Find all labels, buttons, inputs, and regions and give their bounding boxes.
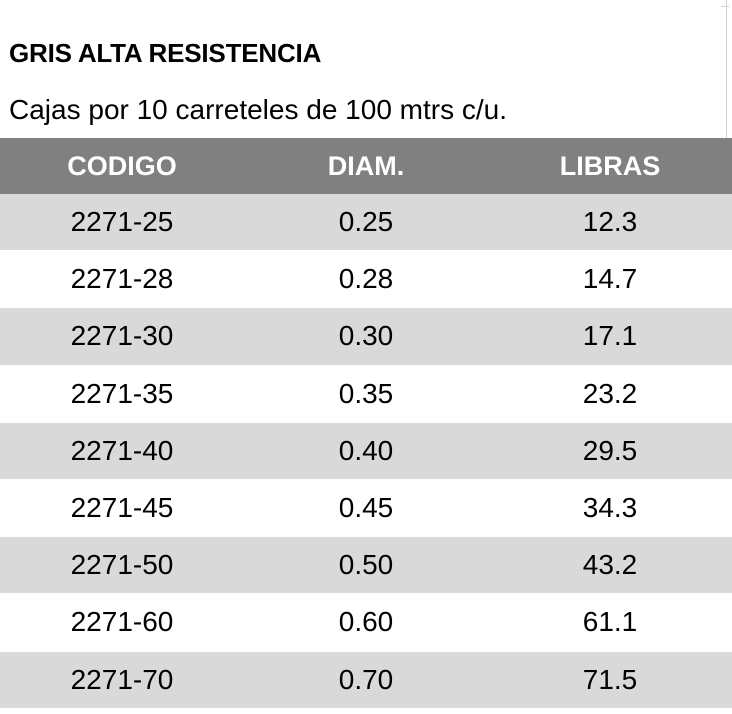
cell-diam: 0.50 xyxy=(338,549,394,581)
cell-codigo: 2271-40 xyxy=(70,434,174,466)
cell-libras: 71.5 xyxy=(582,663,638,695)
cell-codigo: 2271-25 xyxy=(70,206,174,238)
cell-diam: 0.45 xyxy=(338,492,394,524)
table-row: 2271-30 0.30 17.1 xyxy=(0,308,732,366)
header-libras: LIBRAS xyxy=(559,150,661,181)
cell-libras: 23.2 xyxy=(582,377,638,409)
page-title: GRIS ALTA RESISTENCIA xyxy=(9,38,322,68)
cell-diam: 0.35 xyxy=(338,377,394,409)
table-row: 2271-50 0.50 43.2 xyxy=(0,537,732,595)
cell-diam: 0.40 xyxy=(338,434,394,466)
corner-mark xyxy=(721,6,729,15)
table-row: 2271-60 0.60 61.1 xyxy=(0,594,732,652)
header-diam: DIAM. xyxy=(327,150,405,181)
cell-diam: 0.30 xyxy=(338,320,394,352)
table-row: 2271-35 0.35 23.2 xyxy=(0,365,732,423)
header-codigo: CODIGO xyxy=(67,150,177,181)
cell-codigo: 2271-45 xyxy=(70,492,174,524)
table-row: 2271-28 0.28 14.7 xyxy=(0,251,732,309)
cell-libras: 12.3 xyxy=(582,206,638,238)
cell-codigo: 2271-30 xyxy=(70,320,174,352)
page-edge-line xyxy=(726,0,727,138)
table-header-row: CODIGO DIAM. LIBRAS xyxy=(0,138,732,194)
cell-diam: 0.28 xyxy=(338,263,394,295)
cell-codigo: 2271-35 xyxy=(70,377,174,409)
table-row: 2271-25 0.25 12.3 xyxy=(0,194,732,252)
product-table: CODIGO DIAM. LIBRAS 2271-25 0.25 12.3 22… xyxy=(0,138,732,709)
cell-diam: 0.60 xyxy=(338,606,394,638)
table-row: 2271-40 0.40 29.5 xyxy=(0,422,732,480)
cell-codigo: 2271-70 xyxy=(70,663,174,695)
cell-diam: 0.70 xyxy=(338,663,394,695)
cell-libras: 43.2 xyxy=(582,549,638,581)
cell-codigo: 2271-60 xyxy=(70,606,174,638)
cell-libras: 14.7 xyxy=(582,263,638,295)
table-row: 2271-70 0.70 71.5 xyxy=(0,651,732,709)
table-row: 2271-45 0.45 34.3 xyxy=(0,479,732,538)
cell-libras: 34.3 xyxy=(582,492,638,524)
page-subtitle: Cajas por 10 carreteles de 100 mtrs c/u. xyxy=(9,94,508,125)
cell-libras: 17.1 xyxy=(582,320,638,352)
cell-diam: 0.25 xyxy=(338,206,394,238)
cell-codigo: 2271-50 xyxy=(70,549,174,581)
cell-codigo: 2271-28 xyxy=(70,263,174,295)
cell-libras: 61.1 xyxy=(582,606,638,638)
cell-libras: 29.5 xyxy=(582,434,638,466)
